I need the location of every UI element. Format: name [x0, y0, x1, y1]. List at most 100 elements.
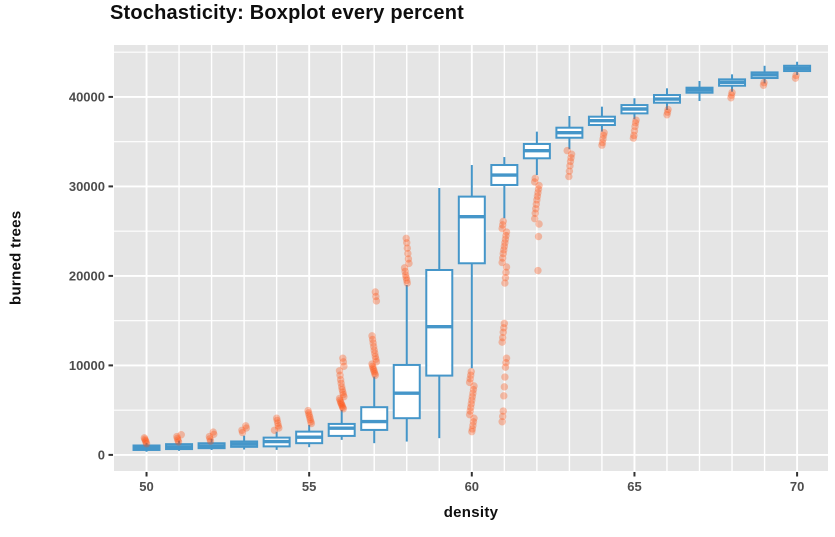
- outlier-point: [372, 358, 381, 366]
- outlier-point: [335, 394, 344, 403]
- outlier-point: [273, 416, 281, 425]
- outlier-point: [663, 111, 671, 119]
- outlier-point: [370, 346, 378, 354]
- outlier-point: [468, 393, 477, 401]
- outlier-point: [371, 352, 380, 361]
- y-axis-title: burned trees: [7, 210, 25, 306]
- outlier-point: [465, 410, 474, 419]
- outlier-point: [760, 78, 768, 87]
- outlier-point: [336, 376, 345, 384]
- outlier-point: [469, 418, 478, 426]
- outlier-point: [466, 407, 474, 415]
- outlier-point: [403, 279, 412, 287]
- y-tick-label: 40000: [69, 89, 105, 104]
- outlier-point: [402, 234, 410, 243]
- outlier-point: [563, 146, 571, 155]
- outlier-point: [371, 288, 380, 296]
- outlier-point: [501, 239, 509, 247]
- outlier-point: [238, 426, 246, 434]
- outlier-point: [468, 427, 476, 436]
- outlier-point: [371, 369, 379, 378]
- outlier-point: [174, 436, 182, 444]
- outlier-point: [337, 379, 345, 387]
- outlier-point: [498, 221, 507, 229]
- outlier-point: [598, 141, 606, 149]
- outlier-point: [372, 292, 380, 301]
- outlier-point: [566, 162, 574, 170]
- outlier-point: [142, 438, 150, 446]
- outlier-point: [340, 393, 348, 401]
- outlier-point: [500, 242, 509, 251]
- outlier-point: [470, 382, 478, 390]
- outlier-point: [759, 81, 768, 89]
- outlier-point: [501, 235, 510, 243]
- outlier-point: [368, 360, 376, 368]
- outlier-point: [533, 196, 541, 204]
- outlier-point: [372, 297, 381, 305]
- outlier-point: [600, 129, 608, 137]
- outlier-point: [337, 399, 345, 408]
- outlier-point: [500, 246, 508, 254]
- outlier-point: [599, 131, 608, 140]
- outlier-point: [629, 134, 638, 142]
- outlier-point: [206, 435, 214, 443]
- outlier-point: [338, 385, 346, 394]
- outlier-point: [304, 409, 313, 417]
- y-tick-label: 0: [98, 447, 105, 462]
- outlier-point: [173, 432, 181, 441]
- outlier-point: [530, 178, 539, 186]
- outlier-point: [567, 154, 575, 162]
- outlier-point: [368, 335, 377, 344]
- outlier-point: [502, 228, 511, 236]
- outlier-point: [501, 373, 509, 381]
- outlier-point: [274, 422, 282, 430]
- outlier-point: [305, 411, 313, 419]
- x-tick-label: 70: [790, 479, 804, 494]
- outlier-point: [209, 428, 217, 436]
- outlier-point: [530, 214, 539, 223]
- outlier-point: [469, 421, 477, 430]
- outlier-point: [465, 378, 474, 387]
- outlier-point: [372, 355, 380, 363]
- outlier-point: [599, 135, 607, 143]
- outlier-point: [338, 402, 346, 410]
- outlier-point: [339, 358, 348, 366]
- outlier-point: [535, 220, 543, 228]
- x-tick-label: 55: [302, 479, 316, 494]
- outlier-point: [210, 430, 218, 439]
- outlier-point: [404, 255, 413, 263]
- outlier-point: [370, 367, 378, 376]
- outlier-point: [369, 366, 378, 374]
- y-tick-label: 10000: [69, 358, 105, 373]
- outlier-point: [401, 267, 409, 276]
- outlier-point: [791, 74, 800, 82]
- outlier-point: [336, 371, 344, 379]
- outlier-point: [466, 375, 474, 383]
- outlier-point: [272, 414, 281, 422]
- outlier-point: [141, 435, 149, 443]
- outlier-point: [336, 396, 344, 404]
- outlier-point: [498, 418, 506, 426]
- outlier-point: [405, 259, 413, 268]
- outlier-point: [469, 385, 478, 394]
- outlier-point: [173, 434, 182, 443]
- outlier-point: [469, 389, 477, 397]
- outlier-point: [403, 239, 411, 247]
- box-56: [327, 422, 356, 437]
- outlier-point: [270, 426, 279, 434]
- outlier-point: [337, 383, 346, 391]
- outlier-point: [631, 119, 640, 127]
- outlier-point: [336, 398, 345, 406]
- outlier-point: [630, 127, 639, 135]
- outlier-point: [339, 405, 348, 413]
- outlier-point: [339, 390, 348, 399]
- outlier-point: [306, 413, 314, 422]
- outlier-point: [499, 407, 507, 415]
- chart-title: Stochasticity: Boxplot every percent: [110, 2, 464, 24]
- outlier-point: [663, 108, 672, 116]
- outlier-point: [502, 354, 511, 362]
- outlier-point: [502, 268, 510, 277]
- outlier-point: [501, 279, 509, 287]
- outlier-point: [369, 342, 378, 351]
